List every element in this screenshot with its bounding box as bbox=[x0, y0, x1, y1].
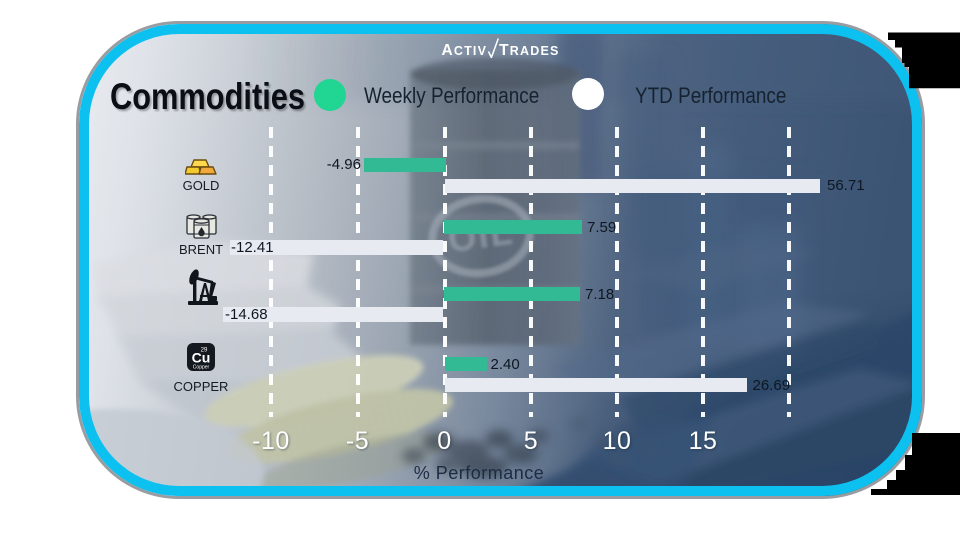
svg-text:29: 29 bbox=[201, 348, 208, 354]
svg-text:Cu: Cu bbox=[192, 350, 211, 366]
svg-text:Copper: Copper bbox=[193, 365, 210, 371]
svg-text:OIL: OIL bbox=[445, 211, 516, 261]
